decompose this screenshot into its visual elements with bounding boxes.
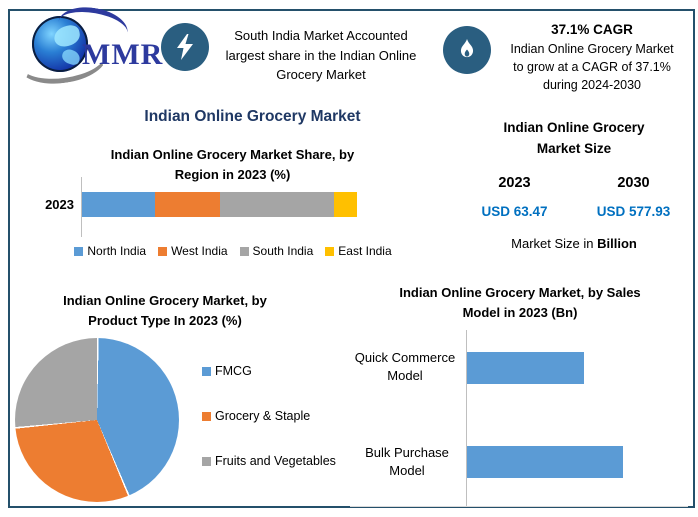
- globe-icon: [32, 16, 88, 72]
- region-stacked-bar: [82, 192, 357, 217]
- highlight-line: Grocery Market: [276, 67, 366, 82]
- legend-label: East India: [338, 244, 392, 258]
- product-chart-title-line: Indian Online Grocery Market, by: [63, 293, 267, 308]
- sales-x-axis: [350, 506, 688, 507]
- legend-marker-east-india: [325, 246, 335, 256]
- region-chart-title: Indian Online Grocery Market Share, by R…: [60, 145, 405, 184]
- product-chart-title-line: Product Type In 2023 (%): [88, 312, 242, 328]
- cagr-line: Indian Online Grocery Market: [510, 42, 674, 57]
- legend-label: Fruits and Vegetables: [215, 454, 336, 468]
- page-title: Indian Online Grocery Market: [144, 108, 361, 125]
- cagr-block: 37.1% CAGR Indian Online Grocery Market …: [492, 20, 692, 94]
- product-legend: FMCG Grocery & Staple Fruits and Vegetab…: [202, 364, 352, 468]
- market-size-title-line: Market Size: [536, 140, 612, 156]
- legend-label: FMCG: [215, 364, 252, 378]
- legend-marker-fmcg: [202, 366, 211, 376]
- highlight-line: largest share in the Indian Online: [225, 47, 417, 63]
- logo-text: MMR: [82, 38, 164, 71]
- legend-item: West India: [158, 244, 228, 258]
- market-size-title: Indian Online Grocery Market Size: [455, 118, 693, 160]
- legend-label: North India: [87, 244, 147, 258]
- sales-chart-title: Indian Online Grocery Market, by Sales M…: [355, 283, 685, 322]
- legend-item: South India: [239, 244, 314, 258]
- globe-landmass: [60, 47, 82, 67]
- legend-marker-fruits-vegetables: [202, 456, 211, 466]
- value-start: USD 63.47: [481, 203, 548, 219]
- sales-y-axis: [466, 330, 467, 506]
- flame-badge: [443, 26, 491, 74]
- region-category-label: 2023: [45, 197, 74, 212]
- year-end: 2030: [617, 174, 650, 191]
- unit-bold: Billion: [597, 235, 637, 251]
- legend-label: West India: [171, 244, 228, 258]
- highlight-line: South India Market Accounted: [234, 28, 408, 43]
- region-chart-title-line: Indian Online Grocery Market Share, by: [110, 147, 355, 162]
- legend-item: Fruits and Vegetables: [202, 454, 352, 468]
- lightning-badge: [161, 23, 209, 71]
- legend-item: North India: [74, 244, 146, 258]
- market-size-panel: Indian Online Grocery Market Size 2023 2…: [455, 118, 693, 251]
- legend-marker-grocery-staple: [202, 411, 211, 421]
- mmr-logo: MMR: [15, 2, 168, 89]
- lightning-icon: [177, 34, 193, 60]
- cagr-line: during 2024-2030: [543, 77, 641, 92]
- cagr-title: 37.1% CAGR: [551, 22, 633, 37]
- legend-label: Grocery & Staple: [215, 409, 311, 423]
- legend-marker-west-india: [158, 246, 168, 256]
- bar-segment-east-india: [333, 192, 357, 217]
- product-pie-chart: [15, 338, 179, 502]
- region-chart-title-line: Region in 2023 (%): [174, 166, 291, 182]
- market-size-values: USD 63.47 USD 577.93: [455, 204, 693, 219]
- unit-prefix: Market Size in: [511, 235, 598, 251]
- region-y-axis: [81, 177, 82, 237]
- market-size-title-line: Indian Online Grocery: [503, 120, 645, 135]
- sales-category-bulk-purchase: Bulk Purchase Model: [365, 445, 449, 479]
- highlight-text: South India Market Accounted largest sha…: [203, 26, 439, 85]
- product-chart-title: Indian Online Grocery Market, by Product…: [30, 291, 300, 330]
- sales-bar: [467, 352, 584, 384]
- sales-chart-title-line: Model in 2023 (Bn): [462, 304, 578, 320]
- legend-item: FMCG: [202, 364, 352, 378]
- flame-icon: [460, 39, 474, 58]
- market-size-years: 2023 2030: [455, 175, 693, 191]
- sales-chart-title-line: Indian Online Grocery Market, by Sales: [399, 285, 641, 300]
- value-end: USD 577.93: [596, 203, 671, 219]
- sales-bar: [467, 446, 623, 478]
- legend-item: Grocery & Staple: [202, 409, 352, 423]
- legend-marker-north-india: [74, 246, 84, 256]
- cagr-line: to grow at a CAGR of 37.1%: [513, 59, 671, 74]
- bar-segment-north-india: [82, 192, 155, 217]
- sales-category-quick-commerce: Quick Commerce Model: [354, 350, 456, 384]
- sales-plot-area: [467, 330, 690, 506]
- legend-marker-south-india: [239, 246, 249, 256]
- legend-item: East India: [325, 244, 392, 258]
- market-size-unit: Market Size in Billion: [455, 236, 693, 251]
- region-legend: North India West India South India East …: [38, 244, 428, 258]
- bar-segment-south-india: [219, 192, 334, 217]
- year-start: 2023: [498, 174, 531, 191]
- legend-label: South India: [252, 244, 314, 258]
- bar-segment-west-india: [154, 192, 220, 217]
